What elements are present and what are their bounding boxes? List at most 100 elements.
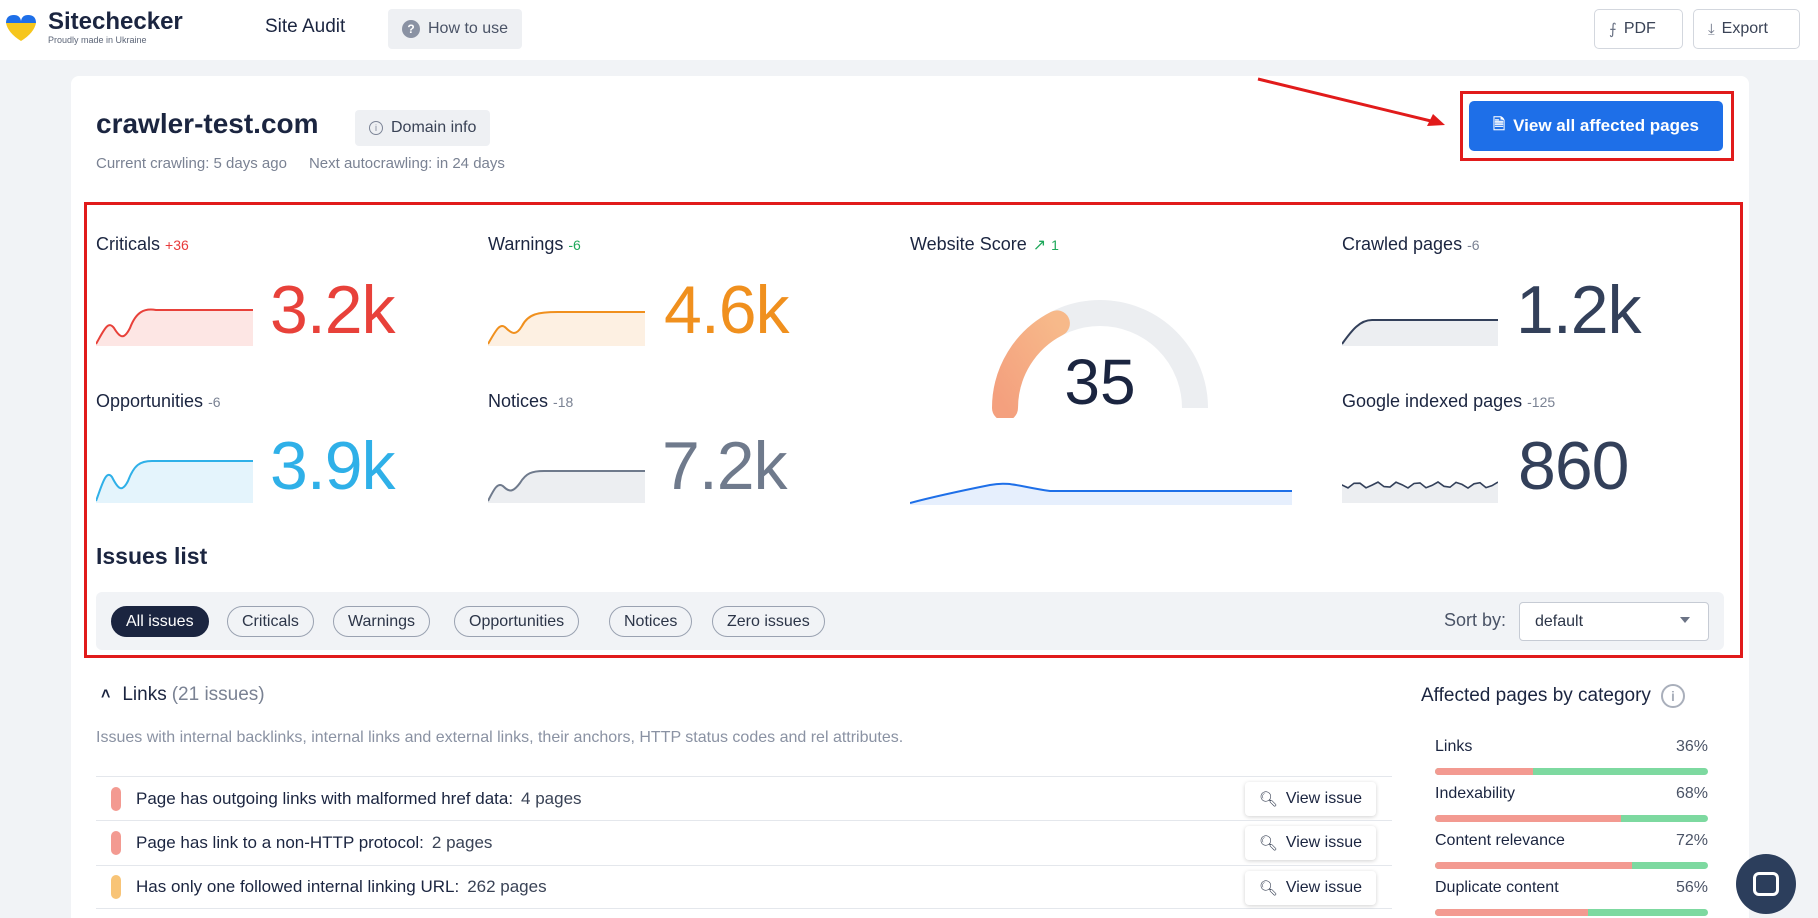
warnings-delta: -6 [568, 237, 581, 253]
opportunities-stat[interactable]: Opportunities -6 [96, 391, 221, 412]
chat-button[interactable] [1736, 854, 1796, 914]
category-pct: 72% [1675, 832, 1708, 849]
criticals-stat[interactable]: Criticals +36 [96, 234, 189, 255]
google-indexed-sparkline [1342, 481, 1498, 503]
top-bar: Sitechecker Proudly made in Ukraine Site… [0, 0, 1818, 60]
notices-value: 7.2k [662, 428, 788, 504]
filter-all-issues[interactable]: All issues [111, 606, 209, 637]
criticals-label: Criticals [96, 234, 161, 254]
info-icon[interactable]: i [1660, 684, 1685, 708]
logo[interactable]: Sitechecker Proudly made in Ukraine [4, 10, 183, 45]
crawled-pages-stat[interactable]: Crawled pages -6 [1342, 234, 1480, 255]
category-label: Indexability [1435, 785, 1516, 802]
severity-marker [111, 786, 121, 811]
category-bar-fill [1435, 862, 1632, 869]
issue-text: Page has link to a non-HTTP protocol: [136, 832, 424, 852]
search-icon: 🔍︎ [1258, 835, 1278, 852]
website-score-delta: 1 [1051, 237, 1059, 253]
view-issue-button[interactable]: 🔍︎ View issue [1244, 871, 1376, 905]
view-issue-label: View issue [1285, 790, 1362, 807]
filter-opportunities[interactable]: Opportunities [454, 606, 580, 637]
domain-info-button[interactable]: i Domain info [355, 110, 491, 146]
category-label: Duplicate content [1435, 879, 1559, 896]
google-indexed-delta: -125 [1527, 394, 1556, 410]
filter-zero-issues[interactable]: Zero issues [712, 606, 825, 637]
filter-criticals[interactable]: Criticals [227, 606, 314, 637]
export-button[interactable]: ⤓ Export [1693, 9, 1800, 49]
website-score-value: 35 [1064, 346, 1136, 418]
sort-select[interactable]: default [1519, 602, 1709, 641]
links-section-toggle[interactable]: ˄ Links (21 issues) [101, 684, 265, 706]
view-issue-label: View issue [1285, 879, 1362, 896]
links-title: Links [122, 684, 167, 705]
category-row-duplicate-content[interactable]: Duplicate content 56% [1435, 879, 1708, 916]
search-icon: 🔍︎ [1258, 880, 1278, 897]
crawled-pages-label: Crawled pages [1342, 234, 1463, 254]
notices-stat[interactable]: Notices -18 [488, 391, 573, 412]
category-bar [1435, 862, 1708, 869]
highlight-box-stats [84, 202, 1743, 658]
website-score-gauge [992, 300, 1208, 418]
filter-warnings[interactable]: Warnings [333, 606, 430, 637]
export-label: Export [1721, 20, 1768, 37]
chat-icon [1753, 872, 1779, 896]
category-bar [1435, 909, 1708, 916]
category-row-links[interactable]: Links 36% [1435, 738, 1708, 775]
category-bar-fill [1435, 909, 1588, 916]
category-bar-fill [1435, 815, 1621, 822]
issues-list-title: Issues list [96, 543, 208, 569]
nav-site-audit[interactable]: Site Audit [265, 16, 346, 37]
caret-down-icon [1680, 617, 1690, 623]
view-all-affected-pages-button[interactable]: 🗎 View all affected pages [1469, 101, 1723, 151]
category-label: Links [1435, 738, 1473, 755]
category-bar [1435, 768, 1708, 775]
pdf-button[interactable]: ⨍ PDF [1594, 9, 1683, 49]
crawled-pages-sparkline [1342, 319, 1498, 346]
highlight-box-button [1460, 91, 1734, 161]
issue-row: Page has link to a non-HTTP protocol: 2 … [96, 820, 1392, 864]
category-pct: 68% [1675, 785, 1708, 802]
how-to-use-button[interactable]: ? How to use [388, 9, 523, 49]
view-issue-button[interactable]: 🔍︎ View issue [1244, 782, 1376, 816]
brand-tagline: Proudly made in Ukraine [48, 35, 147, 45]
warnings-stat[interactable]: Warnings -6 [488, 234, 581, 255]
affected-title-text: Affected pages by category [1421, 685, 1651, 706]
opportunities-sparkline [96, 460, 253, 503]
view-issue-button[interactable]: 🔍︎ View issue [1244, 826, 1376, 860]
severity-marker [111, 830, 121, 855]
website-score-stat[interactable]: Website Score ↗ 1 [910, 234, 1059, 255]
trend-up-icon: ↗ [1032, 237, 1047, 254]
brand-name: Sitechecker [48, 8, 183, 35]
document-icon: 🗎 [1493, 115, 1506, 133]
download-icon: ⤓ [1708, 20, 1715, 38]
search-icon: 🔍︎ [1258, 791, 1278, 808]
sort-label: Sort by: [1444, 610, 1507, 630]
category-pct: 36% [1675, 738, 1708, 755]
website-score-sparkline [910, 482, 1292, 505]
filter-notices[interactable]: Notices [609, 606, 693, 637]
issue-text: Page has outgoing links with malformed h… [136, 788, 514, 808]
category-pct: 56% [1675, 879, 1708, 896]
view-issue-label: View issue [1285, 834, 1362, 851]
category-bar [1435, 815, 1708, 822]
google-indexed-stat[interactable]: Google indexed pages -125 [1342, 391, 1555, 412]
issue-text: Has only one followed internal linking U… [136, 877, 460, 896]
opportunities-label: Opportunities [96, 391, 204, 411]
how-to-use-label: How to use [428, 20, 509, 37]
question-circle-icon: ? [402, 20, 420, 38]
crawled-pages-delta: -6 [1467, 237, 1480, 253]
opportunities-value: 3.9k [270, 428, 396, 504]
category-row-indexability[interactable]: Indexability 68% [1435, 785, 1708, 822]
pdf-label: PDF [1623, 20, 1656, 37]
view-all-label: View all affected pages [1513, 116, 1699, 135]
google-indexed-value: 860 [1518, 428, 1629, 504]
issue-pages: 4 pages [521, 788, 582, 808]
pdf-icon: ⨍ [1609, 21, 1617, 38]
sort-value: default [1535, 612, 1584, 630]
category-row-content-relevance[interactable]: Content relevance 72% [1435, 832, 1708, 869]
warnings-sparkline [488, 311, 645, 346]
warnings-value: 4.6k [664, 272, 790, 348]
google-indexed-label: Google indexed pages [1342, 391, 1523, 411]
annotation-arrow [1257, 77, 1445, 126]
criticals-value: 3.2k [270, 272, 396, 348]
